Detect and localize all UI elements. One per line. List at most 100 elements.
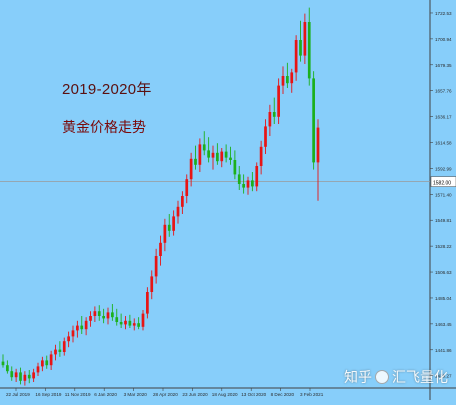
candle-body (19, 372, 22, 381)
x-tick-label: 3 Mar 2020 (124, 392, 148, 397)
y-tick-label: 1614.58 (435, 141, 452, 146)
watermark-text-zhihu: 知乎 (344, 370, 372, 386)
candle-body (216, 152, 219, 162)
candle-body (167, 224, 171, 231)
y-tick-label: 1485.04 (435, 296, 452, 301)
candle-body (185, 179, 189, 196)
candle-body (307, 22, 311, 79)
chart-subtitle: 黄金价格走势 (62, 120, 146, 136)
x-tick-label: 3 Feb 2021 (300, 392, 324, 397)
avatar-icon (375, 370, 389, 384)
candle-body (49, 354, 53, 366)
candle-body (1, 361, 5, 366)
candle-body (124, 320, 127, 325)
current-price-label-box (430, 176, 456, 187)
candle-body (14, 372, 18, 378)
candle-body (115, 317, 119, 322)
candle-body (251, 180, 254, 187)
x-tick-label: 28 Apr 2020 (153, 392, 178, 397)
current-price-label: 1582.00 (433, 181, 451, 187)
y-tick-label: 1549.81 (435, 218, 452, 223)
candle-body (233, 160, 237, 175)
candle-body (194, 158, 197, 165)
candle-body (6, 365, 9, 372)
candle-body (150, 276, 154, 292)
x-tick-label: 8 Dec 2020 (271, 392, 295, 397)
candle-body (76, 325, 79, 331)
candle-body (312, 78, 315, 163)
y-tick-label: 1571.40 (435, 192, 452, 197)
candle-body (111, 312, 114, 318)
y-tick-label: 1420.27 (435, 374, 452, 379)
candle-body (154, 256, 158, 277)
candle-body (159, 242, 162, 256)
candle-body (32, 372, 35, 379)
candle-body (277, 85, 280, 117)
candle-body (36, 366, 40, 373)
candle-body (106, 312, 110, 319)
x-tick-label: 16 Sep 2019 (35, 392, 62, 397)
candle-body (286, 76, 289, 84)
candle-body (146, 292, 149, 314)
y-tick-label: 1657.76 (435, 89, 452, 94)
candle-body (119, 322, 123, 325)
y-tick-label: 1679.35 (435, 63, 452, 68)
candle-body (290, 72, 294, 84)
candle-body (27, 374, 31, 379)
y-tick-label: 1506.63 (435, 270, 452, 275)
candle-body (41, 360, 44, 367)
candle-body (259, 146, 263, 166)
chart-title: 2019-2020年 (62, 81, 152, 98)
candle-body (89, 316, 92, 321)
x-tick-label: 23 Jun 2020 (182, 392, 208, 397)
candle-body (128, 320, 132, 326)
y-tick-label: 1528.22 (435, 244, 452, 249)
candle-body (71, 330, 75, 337)
candle-body (176, 206, 180, 217)
watermark: 知乎 汇飞量化 (344, 367, 448, 387)
candle-body (281, 76, 285, 86)
watermark-text-author: 汇飞量化 (392, 370, 448, 386)
x-tick-label: 11 Nov 2019 (65, 392, 91, 397)
y-tick-label: 1722.53 (435, 11, 452, 16)
candle-body (198, 144, 202, 165)
candle-body (207, 150, 210, 158)
candle-body (58, 349, 62, 352)
candle-body (242, 184, 245, 188)
candle-body (141, 313, 145, 327)
candle-body (303, 22, 307, 56)
candle-body (62, 341, 66, 352)
candle-body (97, 311, 101, 316)
x-tick-label: 6 Jan 2020 (94, 392, 117, 397)
candle-body (137, 323, 140, 327)
candle-body (316, 127, 320, 163)
candle-body (272, 112, 276, 117)
candle-body (181, 196, 184, 207)
candle-body (67, 336, 70, 342)
candle-body (10, 371, 14, 378)
candle-body (45, 360, 49, 366)
candle-body (172, 216, 175, 231)
y-tick-label: 1441.86 (435, 348, 452, 353)
y-tick-label: 1700.94 (435, 37, 452, 42)
candle-body (132, 323, 136, 326)
candle-body (255, 166, 259, 187)
x-tick-label: 22 Jul 2019 (6, 392, 30, 397)
x-tick-label: 18 Aug 2020 (212, 392, 238, 397)
candle-body (224, 151, 228, 158)
y-tick-label: 1592.99 (435, 166, 452, 171)
candle-body (299, 40, 302, 56)
candle-body (202, 144, 206, 151)
y-tick-label: 1463.45 (435, 322, 452, 327)
candle-body (102, 316, 105, 319)
candle-body (246, 180, 250, 188)
candle-body (294, 40, 298, 73)
candle-body (189, 158, 193, 180)
candle-body (211, 152, 215, 158)
y-tick-label: 1636.17 (435, 115, 452, 120)
candle-body (84, 320, 88, 330)
candle-body (237, 174, 241, 184)
candle-body (163, 224, 167, 243)
